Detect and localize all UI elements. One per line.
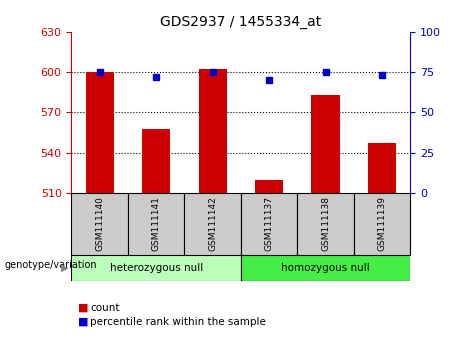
Text: ■: ■ [78,317,89,327]
Bar [297,193,354,255]
Text: GSM111140: GSM111140 [95,196,104,251]
Bar [312,95,340,193]
Bar [241,193,297,255]
Text: GSM111138: GSM111138 [321,196,330,251]
Bar [128,193,184,255]
Bar [71,193,128,255]
Text: percentile rank within the sample: percentile rank within the sample [90,317,266,327]
Bar [199,69,227,193]
Title: GDS2937 / 1455334_at: GDS2937 / 1455334_at [160,16,321,29]
Bar [184,193,241,255]
Text: heterozygous null: heterozygous null [110,263,203,273]
Text: homozygous null: homozygous null [281,263,370,273]
Bar [142,129,170,193]
Text: ■: ■ [78,303,89,313]
Bar [86,72,114,193]
Text: GSM111139: GSM111139 [378,196,387,251]
Bar [368,143,396,193]
Text: GSM111142: GSM111142 [208,196,217,251]
Bar [241,255,410,281]
Bar [354,193,410,255]
Text: GSM111141: GSM111141 [152,196,161,251]
Bar [71,255,241,281]
Bar [255,179,283,193]
Text: ▶: ▶ [61,263,68,273]
Text: GSM111137: GSM111137 [265,196,274,251]
Text: genotype/variation: genotype/variation [5,259,97,270]
Text: count: count [90,303,119,313]
